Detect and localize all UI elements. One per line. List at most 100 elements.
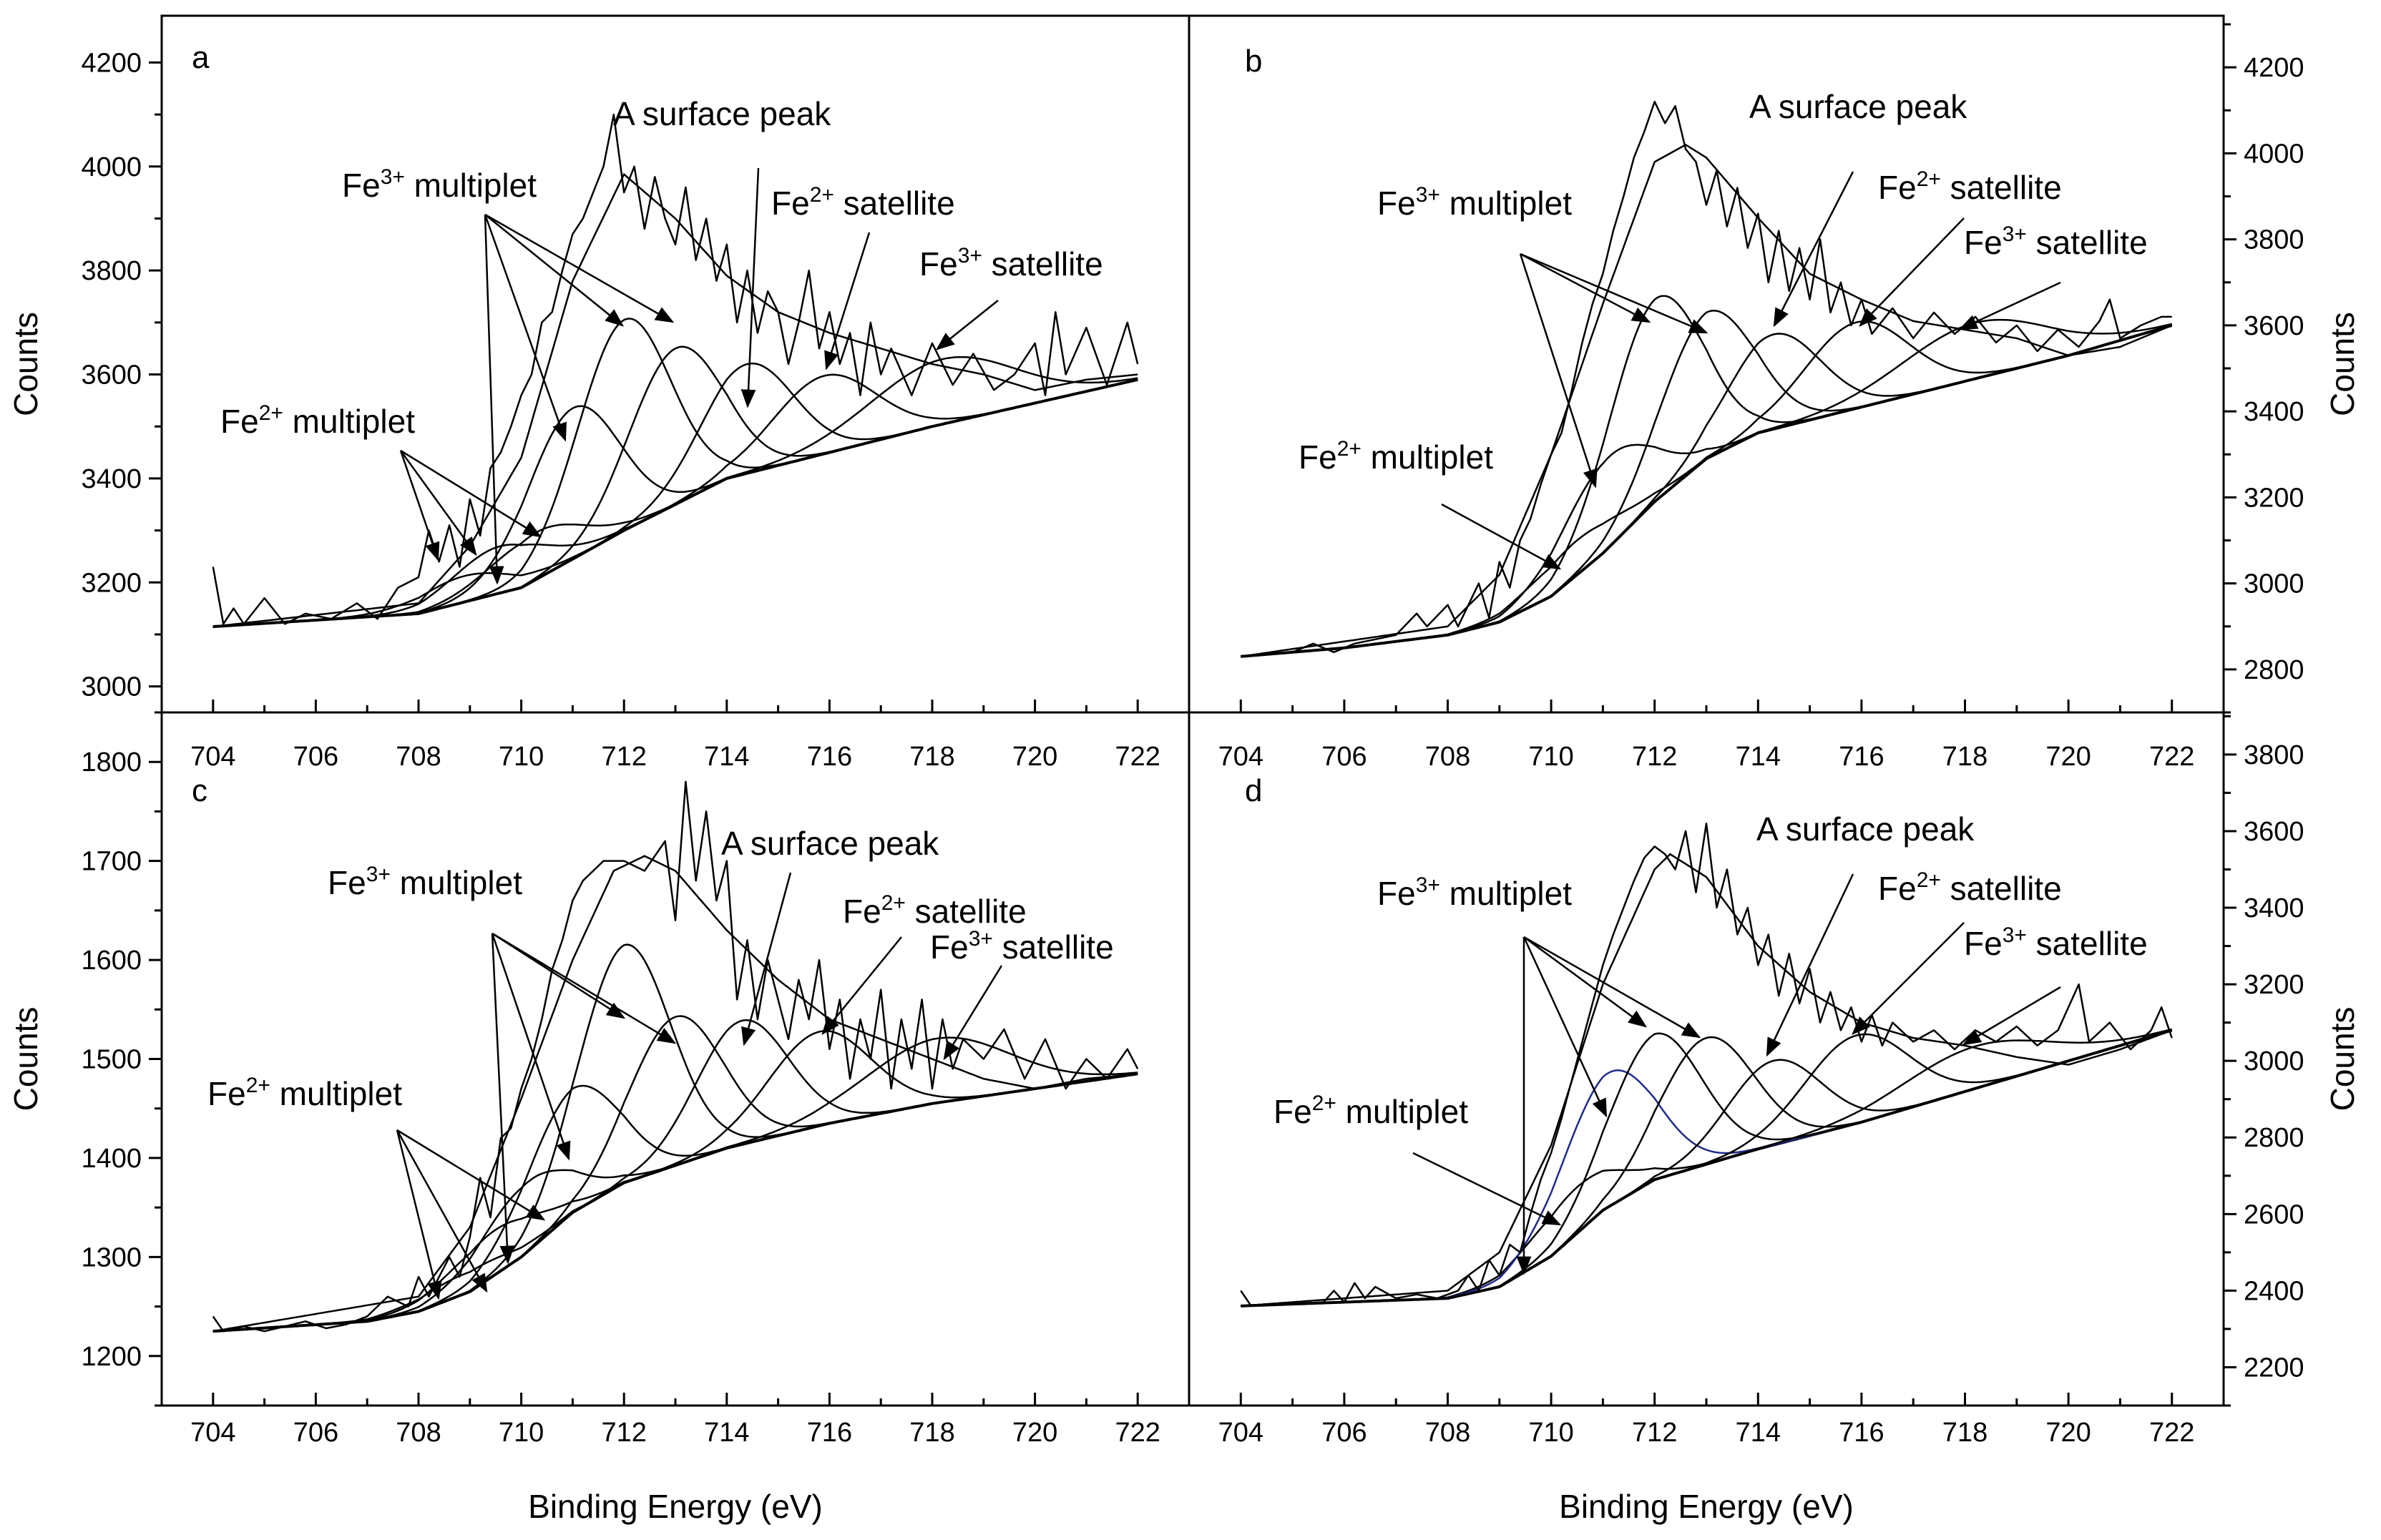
annotation-base: Fe	[220, 403, 259, 440]
annotation-arrow	[396, 1129, 442, 1300]
y-tick-label: 1600	[81, 946, 142, 976]
y-tick-label: 3800	[2244, 740, 2304, 770]
y-tick-label: 3400	[2244, 893, 2304, 923]
annotation-arrow	[1520, 252, 1651, 323]
x-tick-label: 716	[807, 1418, 852, 1448]
y-tick-label: 1500	[81, 1045, 142, 1075]
panel-a: 704 706 708 710 712 714 716 718 720 722 3000 3200 34…	[7, 14, 1190, 772]
x-tick-label: 708	[396, 1418, 441, 1448]
annotation-fe2_mult: Fe2+ multiplet	[207, 1074, 402, 1112]
annotation-rest: satellite	[2027, 224, 2148, 261]
annotation-arrow	[484, 214, 625, 327]
x-tick-label: 720	[2045, 742, 2091, 772]
y-tick-label: 4000	[2244, 139, 2304, 169]
fit-component-fe3-multiplet	[1241, 295, 2173, 658]
annotation-arrow	[824, 232, 871, 371]
annotation-rest: multiplet	[1440, 875, 1572, 912]
raw-data-line	[212, 780, 1139, 1333]
annotation-rest: multiplet	[405, 167, 537, 204]
envelope-fit-line	[212, 855, 1138, 1333]
annotation-arrow	[492, 932, 677, 1044]
annotation-arrow	[943, 965, 1003, 1061]
fit-component-fe2-multiplet	[212, 1073, 1138, 1333]
annotation-arrow	[491, 933, 571, 1161]
annotation-fe3_sat: Fe3+ satellite	[1964, 222, 2148, 261]
x-tick-label: 706	[1321, 1418, 1366, 1448]
annotation-rest: multiplet	[1336, 1093, 1468, 1130]
y-tick-label: 2200	[2244, 1353, 2304, 1383]
x-tick-label: 704	[190, 1418, 235, 1448]
fit-component-a-surface-peak	[212, 1019, 1138, 1333]
x-tick-label: 716	[1839, 742, 1884, 772]
y-tick-label: 3200	[2244, 970, 2304, 1000]
y-tick-label: 3800	[2244, 225, 2304, 255]
fit-component-fe3-satellite	[212, 1036, 1138, 1333]
x-tick-label: 722	[1115, 742, 1160, 772]
x-tick-label: 718	[909, 1418, 954, 1448]
annotation-rest: multiplet	[270, 1075, 402, 1112]
x-tick-label: 716	[807, 742, 852, 772]
annotation-rest: multiplet	[283, 403, 415, 440]
x-tick-label: 714	[1736, 742, 1781, 772]
annotation-fe3_sat: Fe3+ satellite	[1964, 923, 2148, 962]
annotation-superscript: 3+	[969, 927, 993, 951]
annotation-fe3_mult: Fe3+ multiplet	[1377, 873, 1572, 912]
y-axis-label: Counts	[2324, 1007, 2361, 1112]
x-tick-label: 714	[704, 1418, 749, 1448]
y-tick-label: 1400	[81, 1144, 142, 1174]
annotation-superscript: 2+	[259, 401, 283, 425]
annotation-base: Fe	[930, 928, 969, 966]
annotation-surface: A surface peak	[721, 825, 939, 862]
annotation-base: Fe	[1964, 925, 2003, 962]
fit-component-fe3-multiplet	[212, 1073, 1138, 1333]
panel-b: 704 706 708 710 712 714 716 718 720 722 2800 3000 32…	[1188, 14, 2361, 772]
annotation-superscript: 3+	[1416, 183, 1440, 207]
annotation-rest: satellite	[834, 185, 955, 222]
x-tick-label: 718	[1942, 742, 1988, 772]
annotation-arrow	[1852, 922, 1965, 1035]
envelope-fit-line	[212, 172, 1138, 628]
annotation-arrow	[1519, 253, 1598, 489]
y-tick-label: 1200	[81, 1342, 142, 1372]
y-tick-label: 1800	[81, 747, 142, 778]
x-tick-label: 710	[1528, 1418, 1573, 1448]
y-tick-label: 3600	[2244, 311, 2304, 341]
x-tick-label: 714	[704, 742, 749, 772]
annotation-fe2_sat: Fe2+ satellite	[843, 891, 1027, 930]
x-tick-label: 714	[1736, 1418, 1781, 1448]
annotation-rest: multiplet	[391, 864, 522, 901]
annotation-arrow	[491, 933, 515, 1265]
annotation-fe2_sat: Fe2+ satellite	[1878, 868, 2062, 907]
y-axis-label: Counts	[2324, 312, 2361, 416]
annotation-arrow	[741, 872, 792, 1046]
x-tick-label: 710	[499, 1418, 544, 1448]
fit-component-fe2-multiplet	[212, 1073, 1138, 1333]
annotation-base: Fe	[1878, 870, 1917, 907]
fit-component-fe3-multiplet	[1241, 324, 2173, 658]
fit-component-fe2-satellite	[1241, 1029, 2173, 1308]
x-tick-label: 712	[601, 1418, 646, 1448]
annotation-arrow	[396, 1129, 546, 1221]
annotation-fe2_mult: Fe2+ multiplet	[1273, 1092, 1468, 1130]
annotation-fe2_mult: Fe2+ multiplet	[1299, 437, 1493, 476]
annotation-rest: multiplet	[1361, 438, 1493, 476]
annotation-arrow	[396, 1129, 488, 1293]
annotation-arrow	[1859, 217, 1965, 327]
annotation-superscript: 2+	[1917, 167, 1941, 191]
y-tick-label: 2800	[2244, 655, 2304, 685]
x-tick-label: 712	[1632, 1418, 1677, 1448]
annotation-arrow	[1958, 281, 2061, 330]
annotation-base: Fe	[1377, 185, 1416, 222]
annotation-arrow	[740, 167, 760, 408]
annotation-arrow	[1441, 503, 1562, 570]
annotation-rest: satellite	[982, 245, 1103, 283]
annotation-base: Fe	[1377, 875, 1416, 912]
annotation-superscript: 2+	[810, 183, 834, 207]
background-line	[1241, 323, 2173, 658]
annotation-arrow	[484, 213, 675, 323]
annotation-fe3_mult: Fe3+ multiplet	[342, 165, 537, 204]
x-tick-label: 716	[1839, 1418, 1884, 1448]
x-tick-label: 720	[2045, 1418, 2091, 1448]
y-tick-label: 3400	[2244, 397, 2304, 427]
